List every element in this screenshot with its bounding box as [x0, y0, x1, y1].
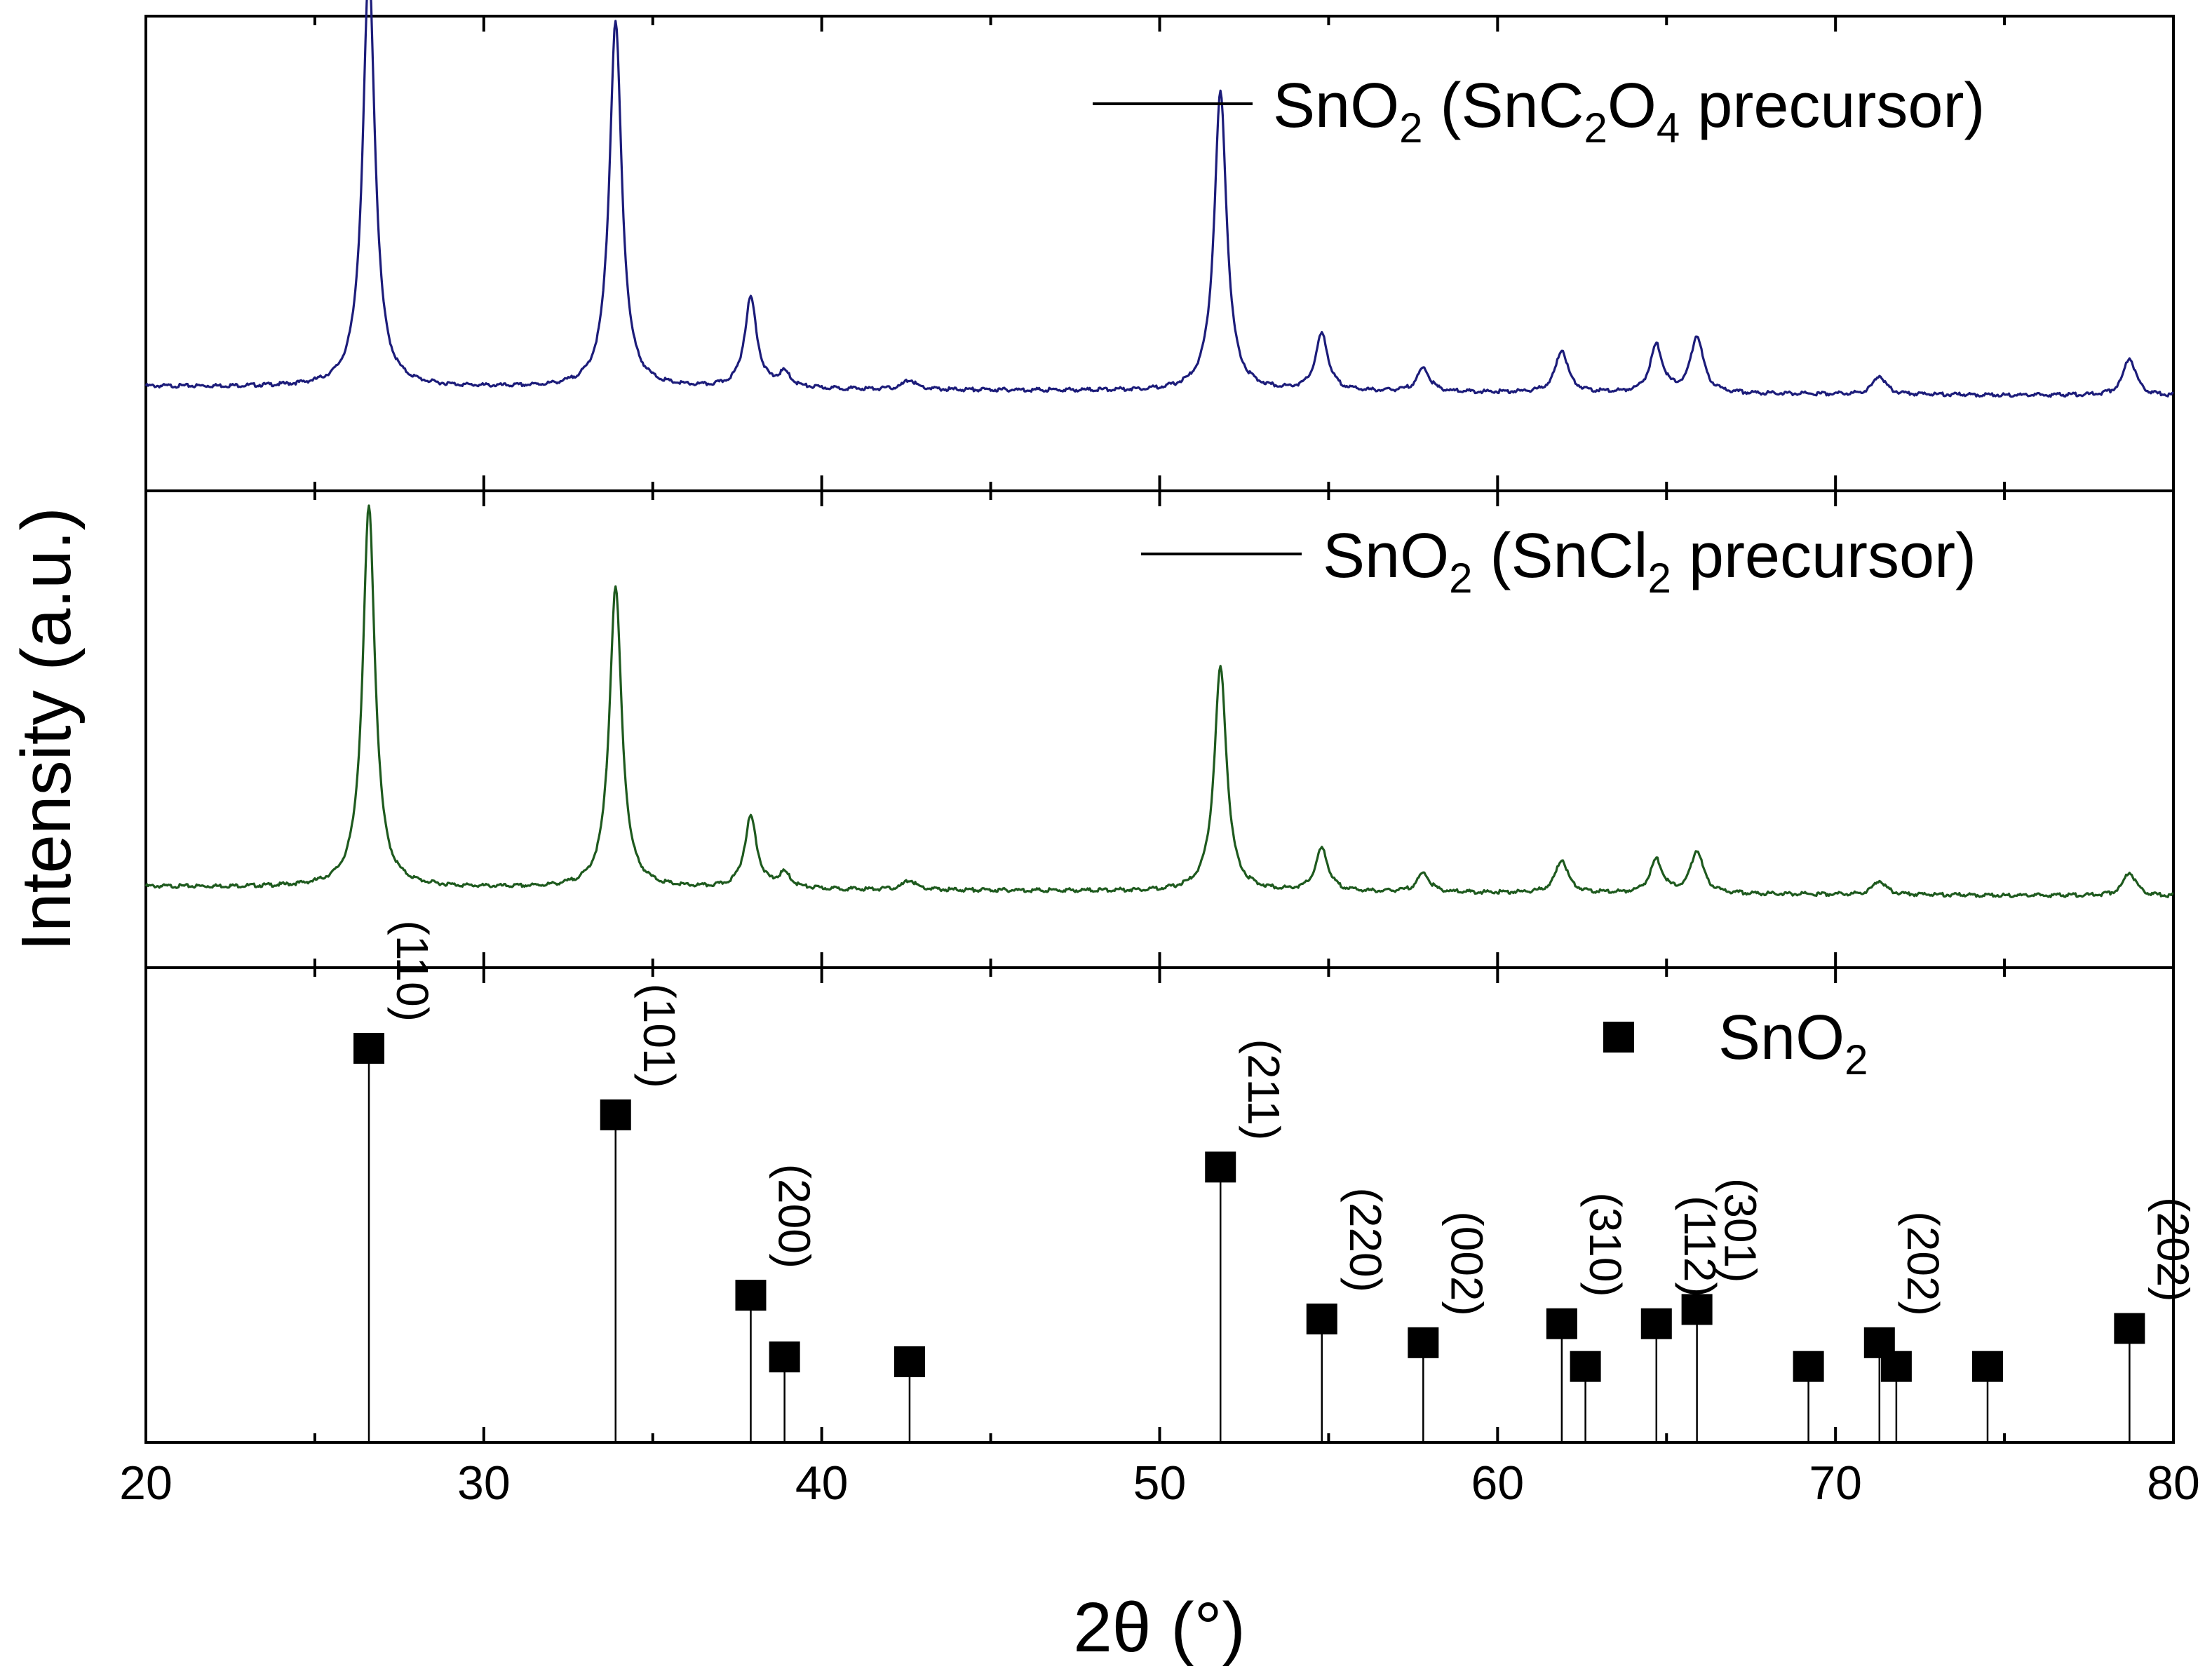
y-axis-title: Intensity (a.u.)	[7, 507, 86, 952]
reference-marker	[1880, 1351, 1912, 1382]
legend-label-snc2o4: SnO2 (SnC2O4 precursor)	[1273, 71, 1985, 151]
panel-sno2-reference: SnO2 (110) (101) (200) (211) (220) (002) (310)…	[353, 920, 2198, 1442]
hkl-label: (002)	[1441, 1211, 1492, 1315]
reference-marker	[1640, 1308, 1672, 1339]
hkl-label: (211)	[1239, 1039, 1289, 1141]
legend-label-reference: SnO2	[1718, 1003, 1868, 1083]
reference-marker	[2114, 1313, 2145, 1344]
xrd-pattern-sncl2	[144, 504, 2174, 898]
hkl-label: (220)	[1340, 1188, 1391, 1292]
reference-marker	[1793, 1351, 1824, 1382]
hkl-label: (310)	[1580, 1192, 1631, 1297]
reference-marker	[1971, 1351, 2003, 1382]
panel-sno2-snc2o4: SnO2 (SnC2O4 precursor)	[144, 0, 2174, 398]
reference-marker	[769, 1341, 800, 1373]
xrd-pattern-snc2o4	[144, 0, 2174, 398]
legend-marker-reference	[1603, 1022, 1634, 1053]
reference-marker	[353, 1033, 385, 1064]
x-tick-label: 40	[795, 1456, 849, 1510]
x-tick-label: 70	[1809, 1456, 1862, 1510]
x-tick-label: 30	[457, 1456, 511, 1510]
reference-marker	[893, 1346, 925, 1377]
reference-marker	[735, 1280, 767, 1311]
x-axis-tick-labels: 20 30 40 50 60 70 80	[119, 1456, 2200, 1510]
hkl-label: (112)	[1675, 1196, 1725, 1297]
reference-marker	[1546, 1308, 1577, 1339]
hkl-label: (202)	[1898, 1211, 1948, 1315]
x-axis-title: 2θ (°)	[1073, 1588, 1246, 1667]
hkl-label: (202)	[2147, 1197, 2198, 1301]
reference-marker	[600, 1099, 631, 1130]
reference-marker	[1681, 1294, 1713, 1325]
panel-sno2-sncl2: SnO2 (SnCl2 precursor)	[144, 504, 2174, 898]
hkl-label: (301)	[1715, 1178, 1766, 1283]
reference-marker	[1306, 1303, 1337, 1334]
hkl-label: (101)	[634, 983, 684, 1088]
legend-label-sncl2: SnO2 (SnCl2 precursor)	[1323, 521, 1976, 602]
hkl-label: (200)	[769, 1164, 819, 1269]
x-tick-label: 80	[2147, 1456, 2200, 1510]
x-tick-label: 60	[1471, 1456, 1525, 1510]
reference-marker	[1205, 1151, 1236, 1183]
hkl-label: (110)	[387, 920, 438, 1022]
x-tick-label: 20	[119, 1456, 173, 1510]
reference-marker	[1570, 1351, 1601, 1382]
x-axis-ticks	[144, 16, 2175, 1442]
reference-marker	[1408, 1327, 1439, 1358]
x-tick-label: 50	[1133, 1456, 1187, 1510]
plot-frame	[144, 15, 2175, 1444]
